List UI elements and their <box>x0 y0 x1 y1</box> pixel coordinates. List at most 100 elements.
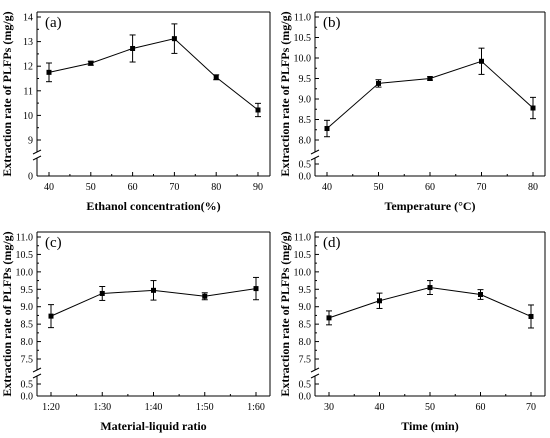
y-tick-label: 0.0 <box>21 392 34 403</box>
axis-break-mark <box>32 373 42 379</box>
y-tick-label: 11.0 <box>294 13 311 24</box>
data-point-marker <box>326 315 332 321</box>
y-tick-label: 10.0 <box>16 267 34 278</box>
y-tick-label: 9.5 <box>21 285 34 296</box>
y-tick-label: 10.0 <box>294 54 312 65</box>
y-tick-label: 9.5 <box>299 285 312 296</box>
axis-break-mark <box>32 155 42 161</box>
y-tick-label: 12 <box>23 62 33 73</box>
data-point-marker <box>130 45 136 51</box>
panel-label: (a) <box>45 15 62 31</box>
data-point-marker <box>427 285 433 291</box>
y-tick-label: 10.0 <box>294 267 312 278</box>
panel-label: (c) <box>45 235 62 251</box>
y-tick-label: 0.0 <box>299 392 312 403</box>
y-axis-title: Extraction rate of PLFPs (mg/g) <box>278 231 292 396</box>
x-tick-label: 40 <box>322 182 332 193</box>
axis-break-mark <box>310 367 320 373</box>
x-tick-label: 40 <box>44 182 54 193</box>
data-point-marker <box>376 80 381 86</box>
y-tick-label: 9.0 <box>299 302 312 313</box>
y-tick-label: 8.0 <box>299 337 312 348</box>
y-tick-label: 0.5 <box>299 160 312 171</box>
x-tick-label: 1:30 <box>93 402 111 413</box>
data-point-marker <box>48 313 54 319</box>
data-point-marker <box>253 286 259 292</box>
data-point-marker <box>171 36 177 42</box>
data-point-marker <box>46 69 52 75</box>
y-tick-label: 10.5 <box>294 250 312 261</box>
x-axis-title: Time (min) <box>401 419 458 433</box>
axis-break-mark <box>310 155 320 161</box>
x-tick-label: 60 <box>128 182 138 193</box>
axis-break-mark <box>310 373 320 379</box>
data-point-marker <box>213 74 219 80</box>
x-tick-label: 90 <box>253 182 263 193</box>
x-tick-label: 40 <box>375 402 385 413</box>
chart-panel-1: (a) 9 10 11 12 13 14 0 40 50 60 70 80 90 Ethanol conce… <box>0 11 271 213</box>
x-tick-label: 30 <box>324 402 334 413</box>
y-tick-label: 0 <box>28 172 33 183</box>
y-tick-label: 11.0 <box>294 233 311 244</box>
x-tick-label: 60 <box>425 182 435 193</box>
x-tick-label: 1:20 <box>42 402 60 413</box>
data-point-marker <box>427 76 433 81</box>
y-tick-label: 0.5 <box>299 380 312 391</box>
y-axis-title: Extraction rate of PLFPs (mg/g) <box>0 231 14 396</box>
data-point-marker <box>202 293 208 299</box>
y-tick-label: 14 <box>23 13 33 24</box>
x-axis-title: Temperature (°C) <box>384 199 475 213</box>
data-point-marker <box>88 60 94 66</box>
data-series-line <box>326 60 534 129</box>
y-tick-label: 10.5 <box>16 250 34 261</box>
y-tick-label: 10 <box>23 111 33 122</box>
x-tick-label: 50 <box>374 182 384 193</box>
y-axis-title: Extraction rate of PLFPs (mg/g) <box>278 11 292 176</box>
y-tick-label: 7.5 <box>299 355 312 366</box>
x-tick-label: 80 <box>528 182 538 193</box>
y-tick-label: 8.5 <box>299 320 312 331</box>
x-tick-label: 1:60 <box>247 402 265 413</box>
x-tick-label: 70 <box>477 182 487 193</box>
x-tick-label: 1:50 <box>196 402 214 413</box>
data-point-marker <box>377 298 382 304</box>
axis-break-mark <box>32 149 42 155</box>
y-tick-label: 9.0 <box>299 95 312 106</box>
y-tick-label: 11 <box>23 86 33 97</box>
y-tick-label: 7.5 <box>21 355 34 366</box>
y-tick-label: 13 <box>23 37 33 48</box>
x-tick-label: 1:40 <box>145 402 163 413</box>
y-tick-label: 8.0 <box>299 136 312 147</box>
data-series-line <box>48 38 259 111</box>
y-tick-label: 8.5 <box>299 115 312 126</box>
y-tick-label: 9.0 <box>21 302 34 313</box>
y-axis-title: Extraction rate of PLFPs (mg/g) <box>0 11 14 176</box>
data-point-marker <box>528 313 534 319</box>
x-tick-label: 50 <box>425 402 435 413</box>
chart-panel-4: (d) 7.5 8.0 8.5 9.0 9.5 10.0 10.5 11.0 0.50.0 30 40… <box>278 231 546 433</box>
x-tick-label: 70 <box>169 182 179 193</box>
data-point-marker <box>530 105 536 111</box>
y-tick-label: 10.5 <box>294 33 312 44</box>
x-tick-label: 60 <box>476 402 486 413</box>
axis-break-mark <box>310 149 320 155</box>
axis-break-mark <box>32 367 42 373</box>
y-tick-label: 11.0 <box>16 233 33 244</box>
data-point-marker <box>99 290 105 296</box>
x-tick-label: 70 <box>526 402 536 413</box>
x-axis-title: Ethanol concentration(%) <box>86 199 220 213</box>
data-point-marker <box>151 287 156 293</box>
data-point-marker <box>324 126 330 132</box>
data-point-marker <box>479 58 484 64</box>
panel-label: (b) <box>323 15 341 31</box>
y-tick-label: 8.5 <box>21 320 34 331</box>
data-point-marker <box>255 107 261 113</box>
y-tick-label: 0.0 <box>299 172 312 183</box>
x-tick-label: 80 <box>211 182 221 193</box>
y-tick-label: 9.5 <box>299 74 312 85</box>
y-tick-label: 9 <box>28 136 33 147</box>
chart-panel-2: (b) 8.0 8.5 9.0 9.5 10.0 10.5 11.0 0.50.0 40 50 60 7… <box>278 11 546 213</box>
y-tick-label: 0.5 <box>21 380 34 391</box>
x-tick-label: 50 <box>86 182 96 193</box>
